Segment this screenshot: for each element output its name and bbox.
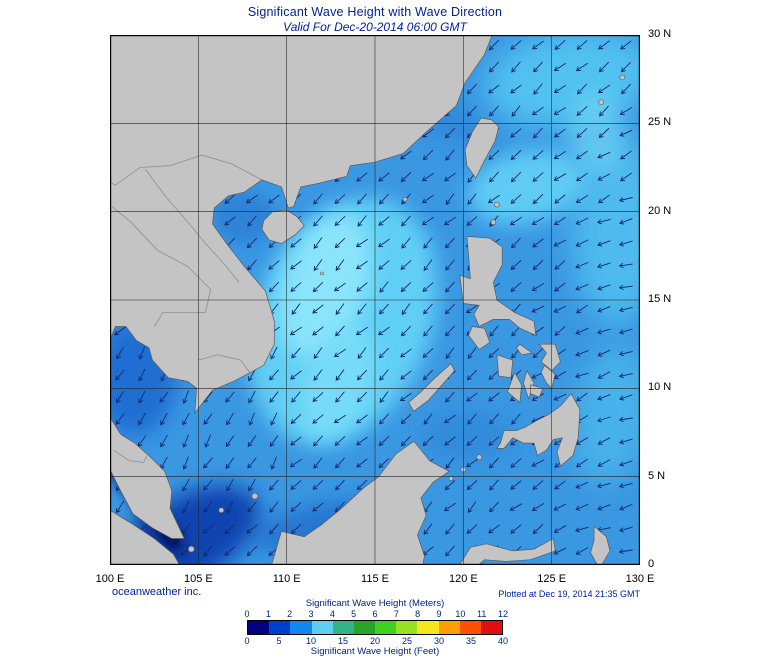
- map-title: Significant Wave Height with Wave Direct…: [247, 5, 503, 19]
- meters-tick: 12: [497, 609, 509, 619]
- colorbar-band: [269, 621, 291, 634]
- meters-tick: 9: [436, 609, 442, 619]
- lon-label: 120 E: [448, 573, 478, 585]
- meters-tick: 3: [308, 609, 314, 619]
- colorbar-band: [396, 621, 418, 634]
- country-borders: [110, 154, 263, 463]
- colorbar-band: [459, 621, 481, 634]
- map-subtitle: Valid For Dec-20-2014 06:00 GMT: [283, 20, 467, 34]
- legend-feet-ticks: 0 5 10 15 20 25 30 35 40: [244, 636, 508, 646]
- feet-tick: 10: [305, 636, 317, 646]
- lon-label: 105 E: [183, 573, 213, 585]
- colorbar-band: [248, 621, 270, 634]
- feet-tick: 20: [369, 636, 381, 646]
- lat-label: 10 N: [648, 381, 672, 394]
- meters-tick: 11: [476, 609, 487, 619]
- colorbar-band: [417, 621, 439, 634]
- colorbar-band: [480, 621, 503, 634]
- meters-tick: 2: [287, 609, 293, 619]
- title-block: Significant Wave Height with Wave Direct…: [110, 5, 640, 34]
- meters-tick: 1: [265, 609, 271, 619]
- lat-label: 30 N: [648, 28, 672, 40]
- legend-meters-ticks: 0 1 2 3 4 5 6 7 8 9 10 11 12: [244, 609, 508, 619]
- meters-tick: 7: [393, 609, 399, 619]
- colorbar-band: [353, 621, 376, 634]
- lat-label: 5 N: [648, 469, 666, 482]
- source-credit: oceanweather inc.: [112, 586, 202, 598]
- map-svg: [110, 35, 640, 565]
- lat-label: 20 N: [648, 204, 672, 217]
- legend-meters-label: Significant Wave Height (Meters): [305, 598, 445, 609]
- feet-tick: 0: [244, 636, 250, 646]
- lon-label: 130 E: [625, 573, 655, 585]
- colorbar: [247, 620, 503, 635]
- map-frame-border: [110, 35, 640, 565]
- meters-tick: 8: [415, 609, 421, 619]
- feet-tick: 40: [497, 636, 509, 646]
- feet-tick: 30: [433, 636, 445, 646]
- colorbar-band: [438, 621, 460, 634]
- lon-label: 100 E: [95, 573, 125, 585]
- colorbar-band: [311, 621, 333, 634]
- lat-label: 0: [648, 558, 655, 570]
- map-canvas: [110, 35, 640, 565]
- lon-label: 125 E: [537, 573, 567, 585]
- feet-tick: 35: [465, 636, 477, 646]
- meters-tick: 4: [329, 609, 335, 619]
- lon-label: 110 E: [272, 573, 301, 585]
- legend-feet-label: Significant Wave Height (Feet): [310, 646, 440, 657]
- grid-lines: [110, 35, 640, 565]
- lon-label: 115 E: [361, 573, 389, 585]
- meters-tick: 6: [372, 609, 378, 619]
- colorbar-band: [375, 621, 397, 634]
- feet-tick: 5: [276, 636, 282, 646]
- land-masses: [110, 35, 626, 565]
- meters-tick: 5: [351, 609, 357, 619]
- meters-tick: 10: [455, 609, 466, 619]
- lat-label: 25 N: [648, 116, 672, 129]
- lat-label: 15 N: [648, 293, 672, 305]
- feet-tick: 25: [401, 636, 413, 646]
- meters-tick: 0: [244, 609, 250, 619]
- colorbar-band: [332, 621, 354, 634]
- feet-tick: 15: [337, 636, 349, 646]
- plot-timestamp: Plotted at Dec 19, 2014 21:35 GMT: [498, 589, 640, 599]
- colorbar-band: [290, 621, 312, 634]
